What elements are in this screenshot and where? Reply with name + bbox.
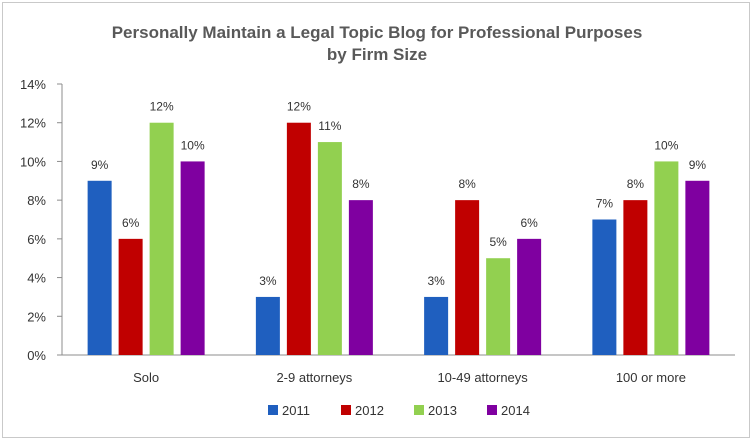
bar-2011-0 (87, 180, 112, 355)
bar-2014-2 (517, 238, 542, 355)
data-label: 6% (122, 216, 140, 230)
bar-2013-2 (486, 258, 511, 355)
legend-swatch-2013 (414, 405, 424, 415)
data-label: 12% (150, 100, 174, 114)
data-label: 8% (352, 177, 370, 191)
data-label: 8% (627, 177, 645, 191)
x-category-label: 10-49 attorneys (437, 370, 528, 385)
bar-2012-1 (286, 122, 311, 355)
y-tick-label: 4% (27, 271, 46, 286)
bar-2011-3 (592, 219, 617, 355)
chart-title-line: Personally Maintain a Legal Topic Blog f… (111, 23, 643, 42)
bar-2014-1 (348, 200, 373, 355)
y-tick-label: 14% (20, 77, 46, 92)
legend-label: 2012 (355, 403, 384, 418)
y-tick-label: 10% (20, 154, 46, 169)
data-label: 10% (181, 138, 205, 152)
bar-2014-3 (685, 180, 710, 355)
data-label: 11% (318, 119, 341, 133)
y-tick-label: 2% (27, 309, 46, 324)
data-label: 7% (596, 197, 614, 211)
x-category-label: 2-9 attorneys (276, 370, 352, 385)
data-label: 5% (489, 235, 507, 249)
legend-swatch-2012 (341, 405, 351, 415)
y-tick-label: 6% (27, 232, 46, 247)
bar-2013-0 (149, 122, 174, 355)
bar-2011-1 (255, 296, 280, 355)
y-tick-label: 8% (27, 193, 46, 208)
bar-2012-2 (455, 200, 480, 355)
legend-swatch-2011 (268, 405, 278, 415)
y-tick-label: 12% (20, 116, 46, 131)
data-label: 12% (287, 100, 311, 114)
y-tick-label: 0% (27, 348, 46, 363)
chart-subtitle-line: by Firm Size (326, 45, 428, 64)
bar-2012-3 (623, 200, 648, 355)
bar-2013-1 (317, 142, 342, 355)
bar-2014-0 (180, 161, 205, 355)
legend-label: 2013 (428, 403, 457, 418)
bar-2011-2 (424, 296, 449, 355)
legend-swatch-2014 (487, 405, 497, 415)
legend-label: 2011 (282, 403, 310, 418)
data-label: 9% (91, 158, 109, 172)
data-label: 3% (427, 274, 445, 288)
x-category-label: Solo (133, 370, 159, 385)
x-category-label: 100 or more (616, 370, 686, 385)
chart-title: Personally Maintain a Legal Topic Blog f… (0, 22, 754, 66)
bar-2012-0 (118, 238, 143, 355)
data-label: 9% (689, 158, 707, 172)
bar-2013-3 (654, 161, 679, 355)
data-label: 6% (520, 216, 538, 230)
data-label: 3% (259, 274, 277, 288)
data-label: 8% (458, 177, 476, 191)
data-label: 10% (654, 138, 678, 152)
legend-label: 2014 (501, 403, 530, 418)
